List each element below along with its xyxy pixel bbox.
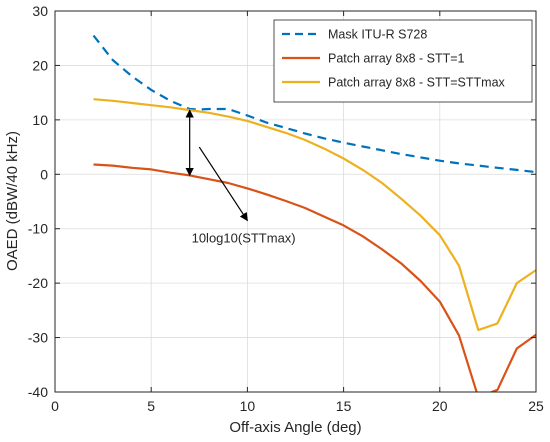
tick-labels: 0 5 10 15 20 25 -40 -30 -20 -10 0 10 20 30 <box>28 3 544 414</box>
x-tick-label: 20 <box>432 398 448 414</box>
y-tick-label: -10 <box>28 221 48 237</box>
tick-marks <box>54 10 537 393</box>
y-tick-label: -20 <box>28 275 48 291</box>
y-tick-label: -30 <box>28 330 48 346</box>
x-tick-label: 15 <box>336 398 352 414</box>
x-tick-label: 25 <box>528 398 544 414</box>
legend-label-sttmax: Patch array 8x8 - STT=STTmax <box>328 76 506 90</box>
x-tick-label: 0 <box>51 398 59 414</box>
series-layer <box>92 34 536 392</box>
series-mask-line <box>92 34 536 174</box>
legend-label-mask: Mask ITU-R S728 <box>328 28 427 42</box>
y-tick-label: 0 <box>40 166 48 182</box>
y-tick-label: 30 <box>32 3 48 19</box>
plot-frame <box>54 10 537 393</box>
annotation-label: 10log10(STTmax) <box>192 230 296 245</box>
series-stt1-line <box>93 163 536 392</box>
y-tick-label: 10 <box>32 112 48 128</box>
y-tick-label: 20 <box>32 57 48 73</box>
pointer-arrow <box>198 146 248 222</box>
x-axis-label: Off-axis Angle (deg) <box>229 419 361 436</box>
legend-label-stt1: Patch array 8x8 - STT=1 <box>328 52 465 66</box>
y-tick-label: -40 <box>28 384 48 400</box>
series-sttmax-line <box>93 98 536 332</box>
y-axis-label: OAED (dBW/40 kHz) <box>4 131 21 271</box>
x-tick-label: 5 <box>147 398 155 414</box>
x-tick-label: 10 <box>240 398 256 414</box>
legend: Mask ITU-R S728 Patch array 8x8 - STT=1 … <box>273 19 533 103</box>
annotation-arrows <box>185 109 248 222</box>
legend-box <box>273 19 533 103</box>
